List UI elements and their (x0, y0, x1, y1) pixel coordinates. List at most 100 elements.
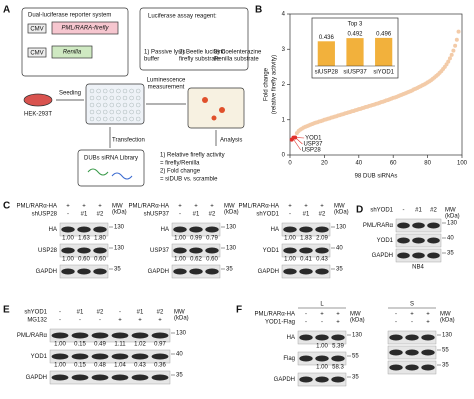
step: measurement (148, 85, 185, 91)
schematic (21, 7, 249, 187)
blot-band (173, 247, 187, 254)
blot-band (151, 332, 169, 339)
lane-mark: + (426, 312, 430, 318)
panel-label: F (236, 305, 242, 316)
lane-mark: + (336, 320, 340, 326)
well (96, 109, 101, 115)
blot-band (389, 349, 403, 356)
x-tick-label: 20 (321, 161, 328, 167)
quant: 0.48 (94, 363, 106, 369)
analysis-step: = firefly/Renilla (160, 161, 200, 167)
value-label: 0.436 (319, 35, 335, 41)
well (122, 95, 128, 101)
lane-mark: + (320, 312, 324, 318)
band-label: YOD1 (31, 354, 48, 360)
well (129, 95, 134, 101)
bar (375, 37, 393, 66)
lane-mark: - (59, 318, 61, 324)
well (129, 102, 134, 108)
x-tick-label: siUSP28 (315, 70, 339, 76)
quant: 0.97 (154, 342, 166, 348)
well (109, 109, 115, 115)
blot-band (299, 355, 313, 362)
step: Seeding (59, 91, 81, 97)
blot-band (299, 376, 313, 383)
reagent: 3) Coelenterazine (214, 50, 262, 56)
panel-label: D (356, 205, 363, 216)
blot-band (412, 237, 425, 244)
blot-band (299, 247, 313, 254)
well (96, 102, 101, 108)
lane-mark: - (403, 208, 405, 214)
mw-label: 40 (176, 352, 183, 358)
blot-band (173, 268, 187, 275)
blot-band (71, 332, 89, 339)
lane-mark: + (320, 204, 324, 210)
lane-mark: #1 (303, 212, 310, 218)
x-tick-label: siYOD1 (373, 70, 394, 76)
well (102, 88, 108, 94)
lane-mark: - (321, 320, 323, 326)
blot-band (205, 247, 219, 254)
blot-band (173, 226, 187, 233)
well (135, 95, 141, 101)
reagent: Renilla substrate (214, 57, 259, 63)
lane-mark: + (410, 312, 414, 318)
quant: 0.43 (316, 257, 328, 263)
row-label: shYOD1 (24, 310, 47, 316)
band-label: USP37 (150, 248, 170, 254)
well (135, 88, 141, 94)
band-label: GAPDH (26, 375, 47, 381)
lane-mark: - (305, 320, 307, 326)
quant: 0.60 (206, 257, 218, 263)
mw-header: (kDa) (174, 316, 189, 322)
row-label: shUSP28 (32, 212, 58, 218)
quant: 0.15 (74, 342, 86, 348)
mw-label: 130 (176, 331, 187, 337)
value-label: 0.496 (376, 31, 392, 37)
blot-band (412, 252, 425, 259)
band-label: USP28 (38, 248, 58, 254)
band-label: PML/RARα (363, 223, 394, 229)
well (109, 102, 115, 108)
band-label: Flag (283, 356, 295, 362)
value-label: 0.492 (347, 32, 363, 38)
reagent: buffer (144, 57, 159, 63)
y-tick-label: 1 (282, 117, 286, 123)
analysis-step: 1) Relative firefly activity (160, 153, 225, 159)
promoter: CMV (30, 27, 43, 33)
lane-mark: - (99, 318, 101, 324)
quant: 0.36 (154, 363, 166, 369)
quant: 1.00 (54, 342, 66, 348)
band-label: GAPDH (36, 269, 57, 275)
lane-mark: #2 (209, 212, 216, 218)
reagent: 1) Passive lysis (144, 50, 185, 56)
blot-strip (49, 370, 171, 385)
blot-band (205, 226, 219, 233)
lane-mark: #2 (157, 310, 164, 316)
cell-line: HEK-293T (24, 112, 52, 118)
lane-mark: + (178, 204, 182, 210)
quant: 1.80 (94, 236, 106, 242)
well (89, 116, 95, 122)
well (102, 95, 108, 101)
blot-band (331, 334, 345, 341)
quant: 0.41 (300, 257, 312, 263)
blot-band (131, 374, 149, 381)
x-tick-label: siUSP37 (343, 70, 367, 76)
quant: 0.49 (94, 342, 106, 348)
annotation: USP37 (303, 142, 323, 148)
row-label: YOD1-Flag (265, 320, 295, 326)
bar (317, 41, 335, 66)
box-title: DUBs siRNA Library (84, 156, 138, 162)
annotation: YOD1 (305, 136, 322, 142)
quant: 5.39 (332, 344, 344, 350)
mw-header: MW (112, 204, 123, 210)
row-label: PML/RARα-HA (239, 204, 279, 210)
blot-band (427, 237, 440, 244)
quant: 1.00 (284, 257, 296, 263)
blot-band (283, 268, 297, 275)
analysis-step: = siDUB vs. scramble (160, 177, 218, 183)
blot-band (397, 252, 410, 259)
lane-mark: + (336, 312, 340, 318)
